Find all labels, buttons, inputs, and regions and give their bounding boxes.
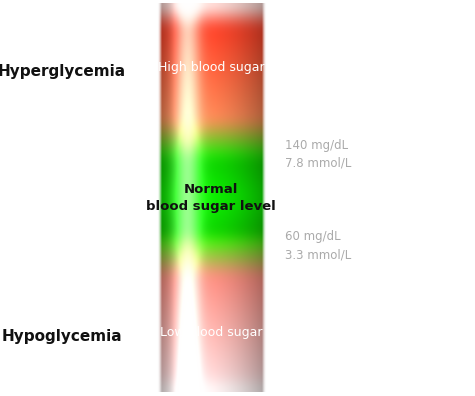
Text: 140 mg/dL
7.8 mmol/L: 140 mg/dL 7.8 mmol/L: [285, 139, 352, 170]
Text: Normal
blood sugar level: Normal blood sugar level: [146, 183, 276, 213]
Text: Hyperglycemia: Hyperglycemia: [0, 64, 126, 79]
Text: Hypoglycemia: Hypoglycemia: [1, 329, 122, 344]
Text: Low blood sugar: Low blood sugar: [160, 326, 263, 339]
Text: 60 mg/dL
3.3 mmol/L: 60 mg/dL 3.3 mmol/L: [285, 230, 351, 261]
Text: High blood sugar: High blood sugar: [158, 61, 265, 74]
